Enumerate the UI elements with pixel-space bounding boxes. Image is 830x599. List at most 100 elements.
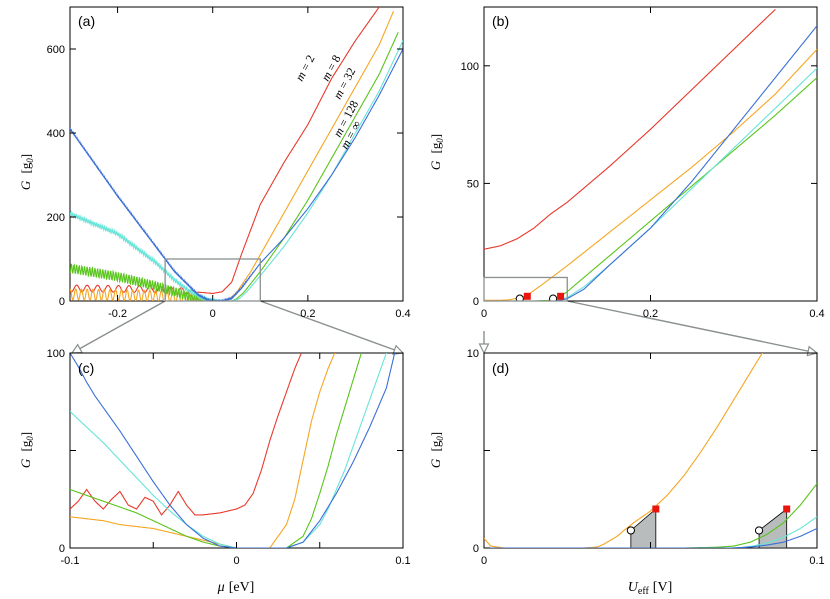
panel-b-ylabel: G [g0] (428, 134, 445, 170)
svg-text:G [g0]: G [g0] (18, 154, 35, 190)
square-marker (557, 292, 565, 300)
panel-a-ticks: -0.2 0 0.2 0.4 0 200 400 600 (47, 7, 411, 320)
curve-label-m128: m = 128 (330, 98, 361, 139)
panel-b-ylabel-close: ] (428, 134, 443, 138)
series-line-m8 (484, 353, 763, 548)
panel-a-ylabel-sub: 0 (25, 158, 35, 163)
series-line-m2 (70, 353, 303, 516)
panel-d-ytick-label: 0 (473, 543, 479, 555)
panel-d-ticks: 0 0.1 0 10 (467, 348, 825, 567)
series-line-m2 (70, 7, 380, 295)
panel-b-xtick-label: 0 (481, 308, 487, 320)
panel-b-ytick-label: 100 (461, 61, 479, 73)
series-line-m32 (484, 483, 817, 548)
series-line-minf (70, 48, 403, 301)
svg-text:G [g0]: G [g0] (428, 432, 445, 468)
panel-d-ylabel: G [g0] (428, 432, 445, 468)
zoom-connectors (70, 300, 819, 357)
panel-a-ytick-label: 600 (47, 44, 65, 56)
panel-c-ylabel-close: ] (18, 432, 33, 436)
panel-a-frame (69, 6, 404, 302)
series-line-minf (70, 353, 396, 548)
panel-a-xtick-label: 0 (210, 308, 216, 320)
panel-b-ytick-label: 50 (467, 178, 479, 190)
series-line-m2 (484, 9, 776, 250)
series-line-m8 (484, 48, 817, 301)
circle-marker (626, 526, 635, 535)
panel-c-ytick-label: 100 (47, 348, 65, 360)
series-line-m128 (484, 67, 817, 301)
zoom-box-b (483, 276, 568, 302)
circle-marker (515, 294, 524, 301)
shaded-region (630, 508, 657, 548)
panel-d-xtick-label: 0.1 (809, 555, 824, 567)
panel-d-tag: (d) (492, 360, 509, 376)
panel-a-ytick-label: 0 (59, 296, 65, 308)
panel-d-ylabel-unit: [g (428, 440, 443, 451)
panel-b-ylabel-symbol: G (428, 160, 443, 170)
panel-d-ylabel-symbol: G (428, 458, 443, 468)
panel-d-series (484, 353, 817, 548)
circle-marker (754, 526, 764, 535)
panel-c-ylabel-sub: 0 (25, 436, 35, 441)
panel-c-series (70, 353, 396, 548)
panel-d-xtick-label: 0 (481, 555, 487, 567)
panel-c-xlabel: μ [eV] (217, 580, 255, 595)
panel-b-series (484, 9, 817, 301)
panel-a-ylabel-close: ] (18, 154, 33, 158)
panel-c-frame (69, 352, 404, 549)
panel-d-ylabel-sub: 0 (435, 436, 445, 441)
curve-label-minf: m = ∞ (337, 118, 363, 151)
panel-b-xtick-label: 0.4 (809, 308, 824, 320)
series-line-m8 (70, 353, 336, 548)
zoom-arrow-right-b (567, 300, 819, 357)
series-line-m8 (70, 10, 395, 301)
panel-d-ytick-label: 10 (467, 348, 479, 360)
zoom-box-a (164, 258, 261, 302)
panel-a-ytick-label: 400 (47, 128, 65, 140)
panel-c-tag: (c) (78, 360, 94, 376)
panel-b-frame (483, 6, 818, 302)
series-line-minf (484, 527, 817, 548)
panel-d-xlabel: Ueff [V] (628, 580, 672, 597)
panel-a-xtick-label: -0.2 (108, 308, 127, 320)
panel-b-tag: (b) (492, 13, 509, 29)
panel-a-tag: (a) (78, 13, 95, 29)
panel-c-xtick-label: 0.1 (395, 555, 410, 567)
panel-a-ylabel-unit: [g (18, 162, 33, 173)
svg-text:G [g0]: G [g0] (18, 432, 35, 468)
panel-a-ylabel: G [g0] (18, 154, 35, 190)
panel-a-xtick-label: 0.2 (300, 308, 315, 320)
panel-b-ylabel-unit: [g (428, 142, 443, 153)
series-line-m32 (484, 77, 817, 301)
panel-d-shading (630, 508, 788, 548)
square-marker (652, 505, 660, 513)
panel-d-ylabel-close: ] (428, 432, 443, 436)
panel-c-xtick-label: -0.1 (61, 555, 80, 567)
curve-label-m32: m = 32 (330, 65, 358, 101)
curve-label-m2: m = 2 (292, 53, 317, 84)
circle-marker (548, 294, 558, 301)
zoom-arrow-left-b (478, 331, 490, 355)
panel-c-ylabel-unit: [g (18, 440, 33, 451)
square-marker (523, 292, 531, 300)
zoom-arrow-right-a (260, 300, 405, 355)
svg-text:G [g0]: G [g0] (428, 134, 445, 170)
panel-b-ylabel-sub: 0 (435, 138, 445, 143)
panel-b-ytick-label: 0 (473, 296, 479, 308)
panel-a-series (70, 7, 403, 301)
panel-b-xtick-label: 0.2 (643, 308, 658, 320)
curve-labels: m = 2 m = 8 m = 32 m = 128 m = ∞ (292, 53, 363, 152)
panel-a-ytick-label: 200 (47, 212, 65, 224)
panel-c-ylabel-symbol: G (18, 458, 33, 468)
series-line-m128 (70, 353, 387, 548)
panel-c-ylabel: G [g0] (18, 432, 35, 468)
panel-b-ticks: 0 0.2 0.4 0 50 100 (461, 7, 825, 320)
series-line-minf (484, 25, 817, 301)
